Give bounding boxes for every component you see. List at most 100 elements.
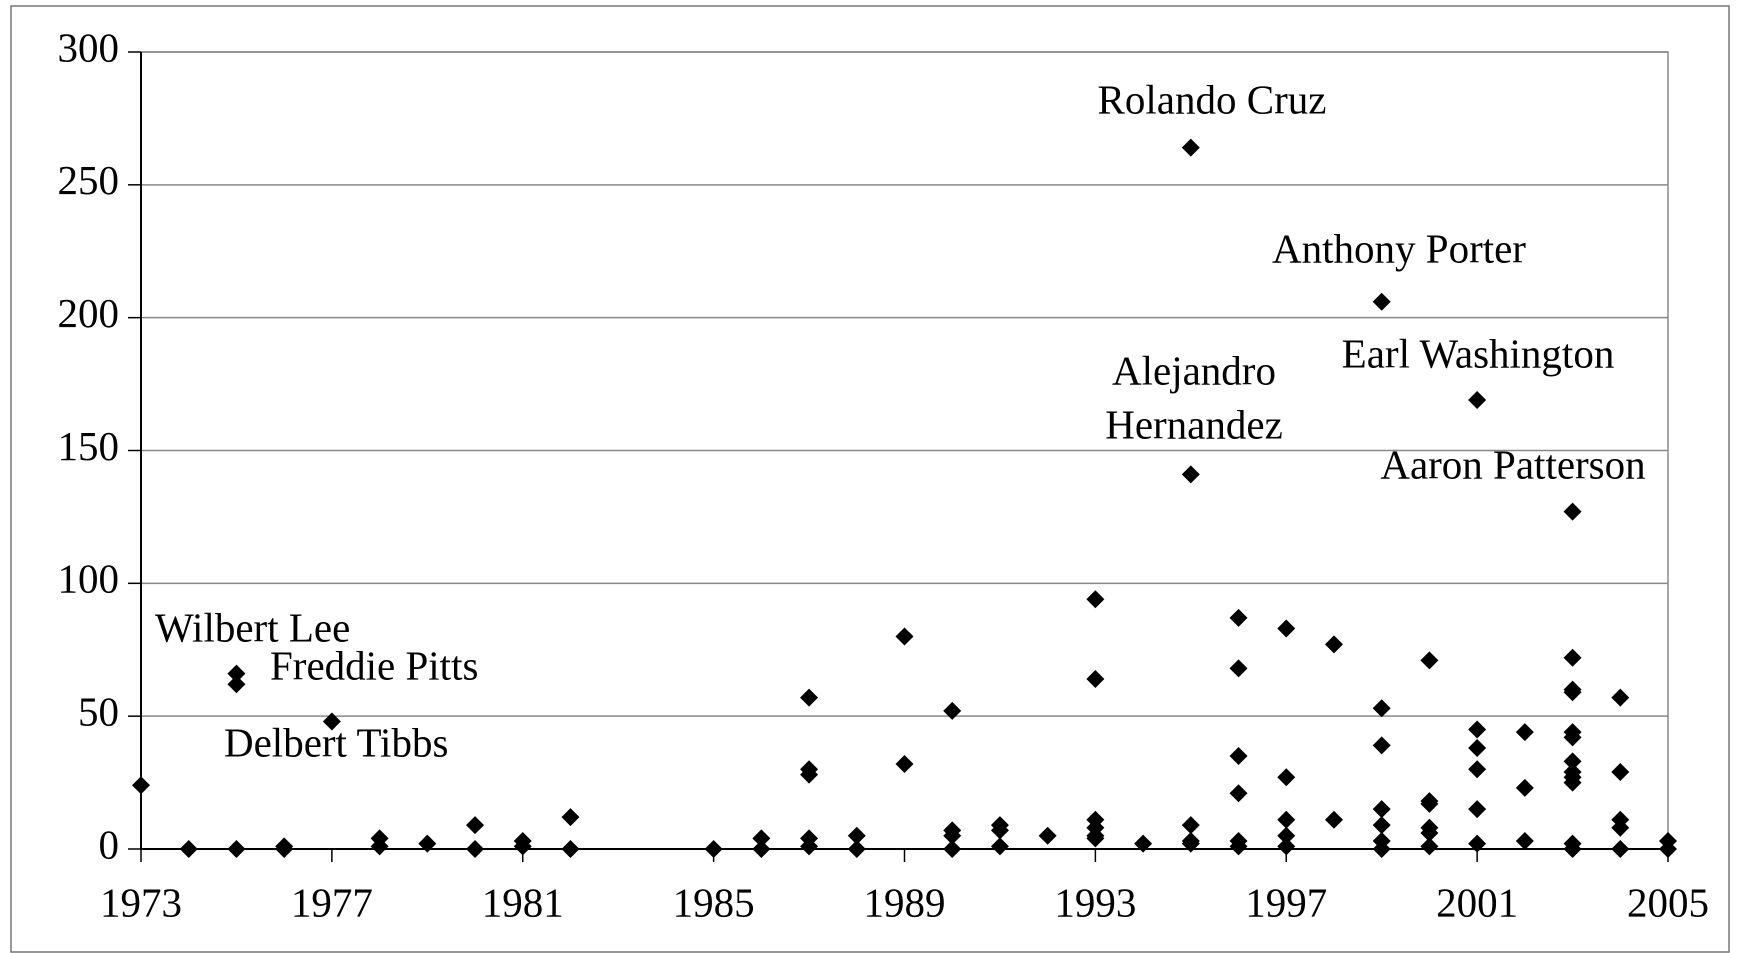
point xyxy=(1324,810,1343,829)
annotation: Aaron Patterson xyxy=(1380,441,1645,487)
point xyxy=(800,837,819,856)
y-tick-label: 250 xyxy=(58,157,120,203)
point xyxy=(1468,391,1487,410)
point xyxy=(895,754,914,773)
chart-border xyxy=(10,5,1730,953)
point xyxy=(1515,778,1534,797)
point xyxy=(227,664,246,683)
point xyxy=(1611,762,1630,781)
point xyxy=(1277,768,1296,787)
point xyxy=(1420,837,1439,856)
point xyxy=(1420,794,1439,813)
point xyxy=(1372,736,1391,755)
point xyxy=(1563,840,1582,858)
point xyxy=(752,840,771,858)
point xyxy=(1229,837,1248,856)
x-tick-label: 2001 xyxy=(1436,879,1518,925)
point xyxy=(1229,747,1248,766)
annotation: Rolando Cruz xyxy=(1098,76,1327,122)
point xyxy=(1181,138,1200,157)
y-tick-label: 100 xyxy=(58,556,120,602)
point xyxy=(1229,608,1248,627)
y-tick-label: 150 xyxy=(58,423,120,469)
point xyxy=(466,816,485,835)
point xyxy=(1563,648,1582,667)
point xyxy=(1086,829,1105,848)
point xyxy=(1086,669,1105,688)
point xyxy=(1468,834,1487,853)
point xyxy=(370,837,389,856)
point xyxy=(800,765,819,784)
annotation: Freddie Pitts xyxy=(270,642,478,688)
point xyxy=(561,808,580,827)
point xyxy=(1420,651,1439,670)
point xyxy=(1086,590,1105,609)
point xyxy=(561,840,580,858)
point xyxy=(1468,800,1487,819)
y-tick-label: 200 xyxy=(58,290,120,336)
point xyxy=(227,675,246,694)
x-tick-label: 1997 xyxy=(1245,879,1327,925)
point xyxy=(1611,818,1630,837)
point xyxy=(1563,683,1582,702)
point xyxy=(1372,840,1391,858)
point xyxy=(943,826,962,845)
x-tick-label: 1985 xyxy=(673,879,755,925)
point xyxy=(1563,728,1582,747)
point xyxy=(1181,465,1200,484)
point xyxy=(322,712,341,731)
point xyxy=(227,840,246,858)
y-tick-label: 0 xyxy=(99,821,120,867)
point xyxy=(1181,816,1200,835)
point xyxy=(1181,834,1200,853)
y-tick-label: 50 xyxy=(78,689,119,735)
point xyxy=(1468,760,1487,779)
point xyxy=(1134,834,1153,853)
x-tick-label: 1973 xyxy=(100,879,182,925)
x-tick-label: 2005 xyxy=(1627,879,1709,925)
y-tick-label: 300 xyxy=(58,24,120,70)
point xyxy=(752,829,771,848)
point xyxy=(1229,659,1248,678)
point xyxy=(1324,635,1343,654)
point xyxy=(275,840,294,858)
point xyxy=(1229,784,1248,803)
point xyxy=(895,627,914,646)
point xyxy=(800,688,819,707)
point xyxy=(1372,800,1391,819)
point xyxy=(943,840,962,858)
point xyxy=(847,826,866,845)
annotation: Wilbert Lee xyxy=(155,604,350,650)
point xyxy=(1468,739,1487,758)
point xyxy=(990,821,1009,840)
annotation: Alejandro xyxy=(1112,347,1276,393)
point xyxy=(418,834,437,853)
point xyxy=(1563,502,1582,521)
point xyxy=(1659,840,1677,858)
point xyxy=(1468,720,1487,739)
point xyxy=(990,837,1009,856)
point xyxy=(1611,688,1630,707)
annotation: Hernandez xyxy=(1105,401,1283,447)
point xyxy=(1277,619,1296,638)
point xyxy=(1515,723,1534,742)
point xyxy=(132,776,150,795)
point xyxy=(1420,824,1439,843)
point xyxy=(1277,826,1296,845)
point xyxy=(1277,837,1296,856)
point xyxy=(1515,832,1534,851)
point xyxy=(847,840,866,858)
point xyxy=(1611,840,1630,858)
point xyxy=(513,837,532,856)
x-tick-label: 1977 xyxy=(291,879,373,925)
point xyxy=(466,840,485,858)
x-tick-label: 1993 xyxy=(1054,879,1136,925)
point xyxy=(1372,699,1391,718)
point xyxy=(1277,810,1296,829)
point xyxy=(943,701,962,720)
point xyxy=(1372,292,1391,311)
point xyxy=(1038,826,1057,845)
point xyxy=(1563,773,1582,792)
point xyxy=(179,840,198,858)
